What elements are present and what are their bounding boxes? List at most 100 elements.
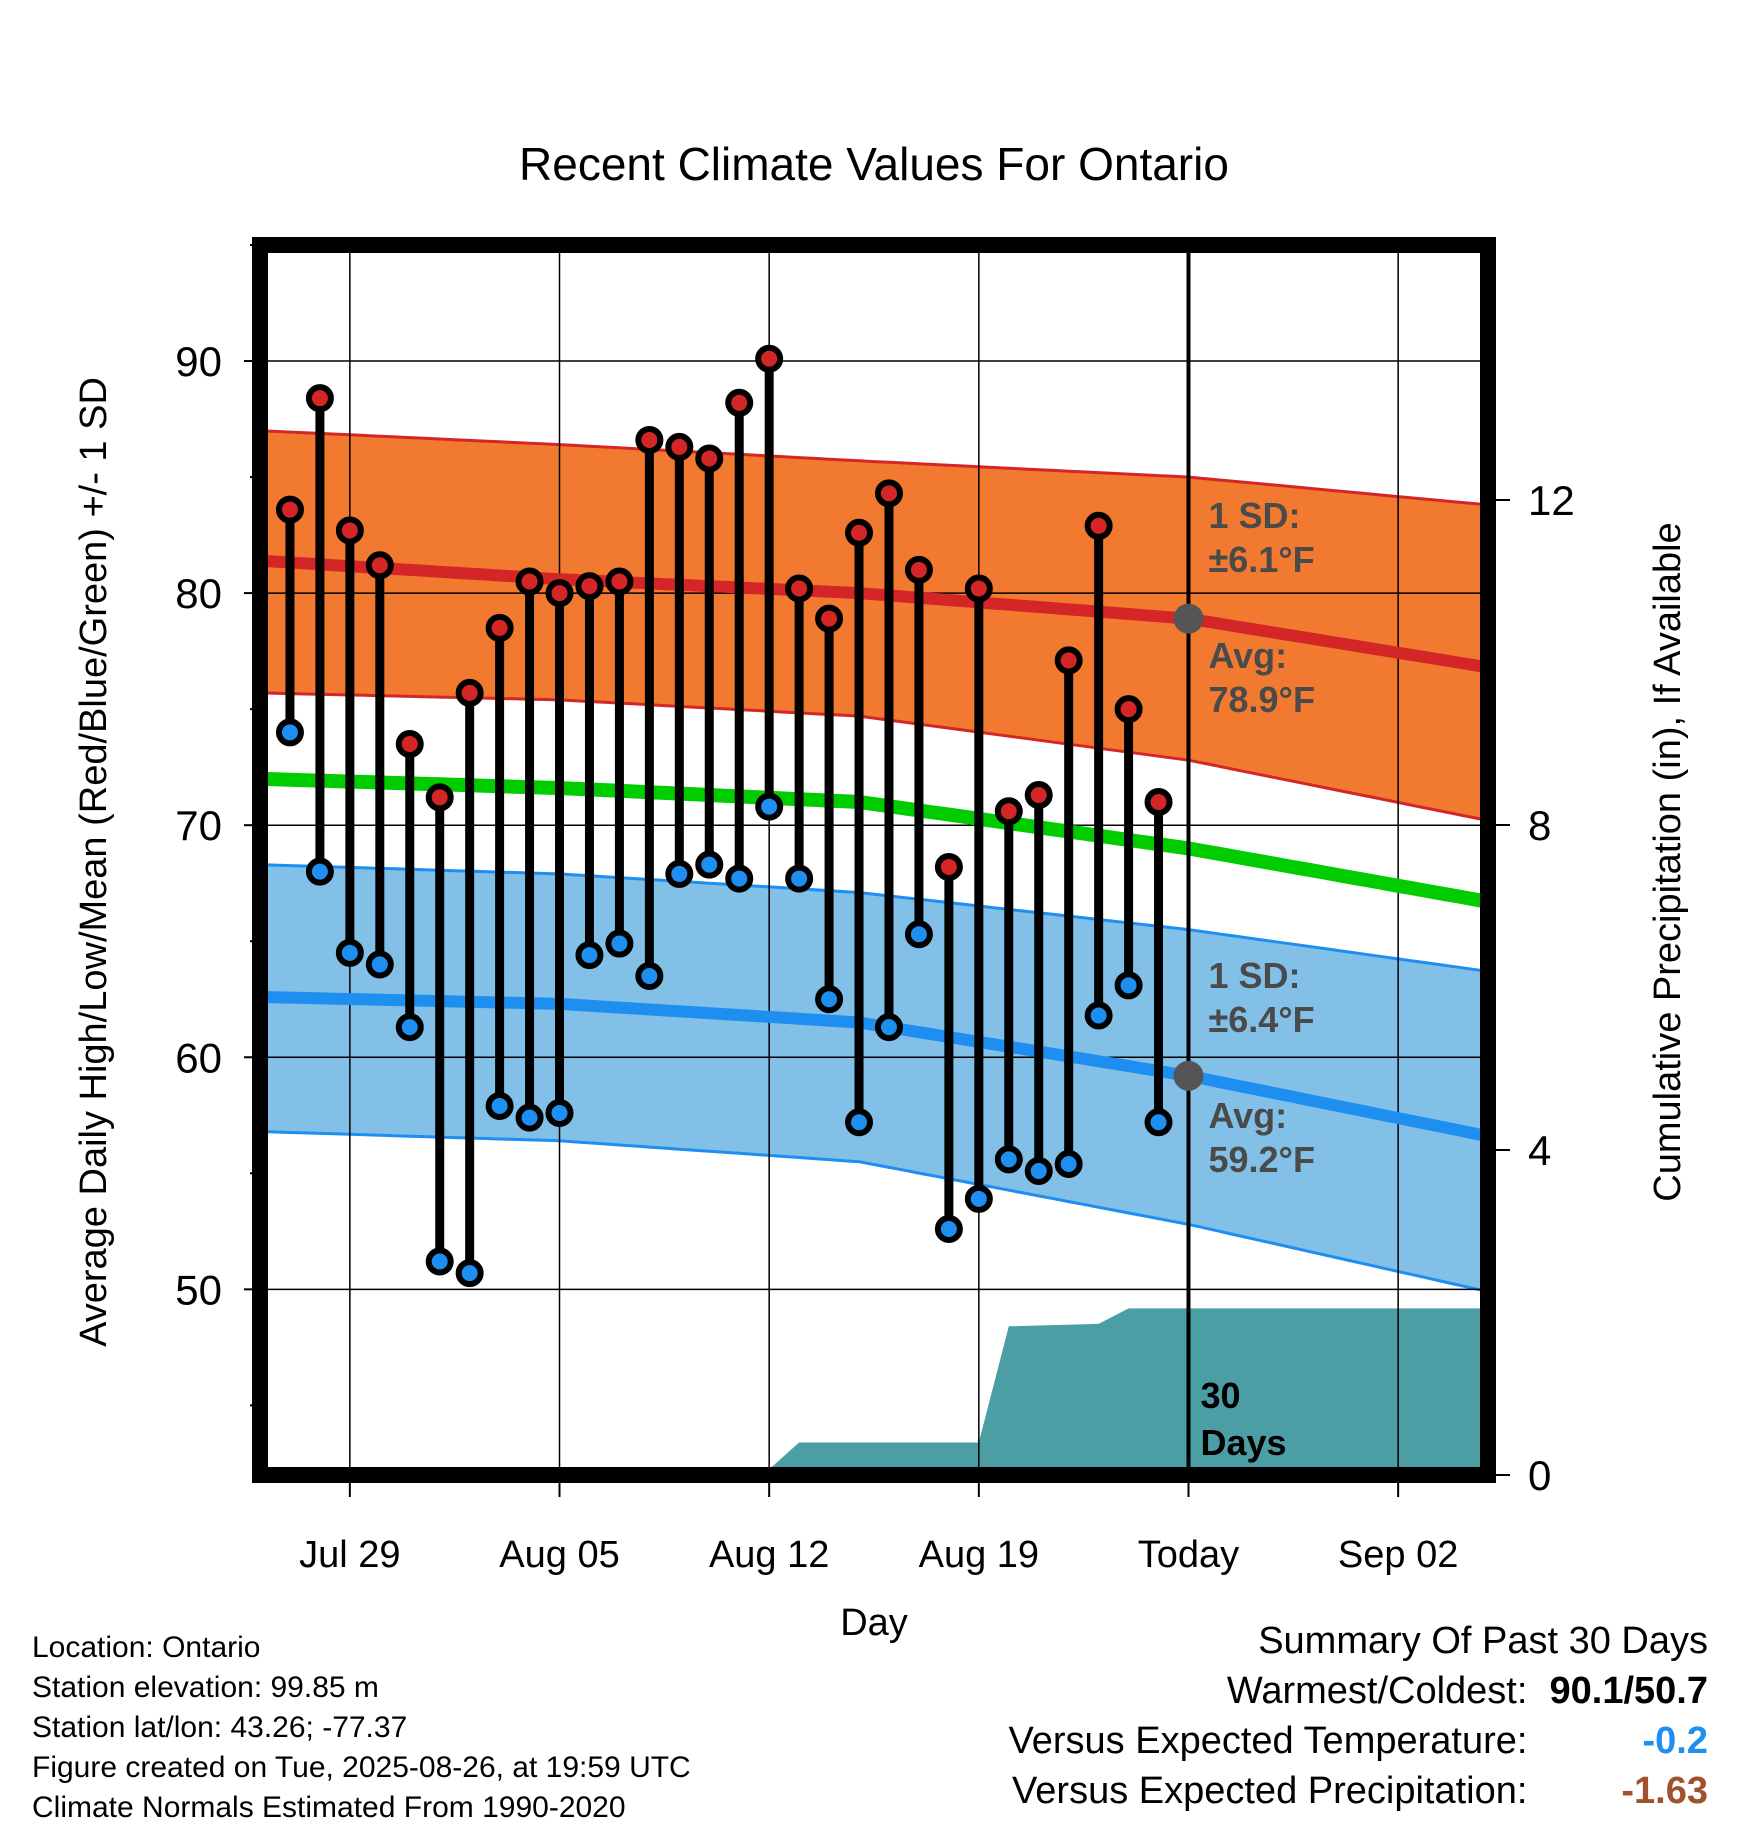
x-tick-label: Today (1138, 1534, 1239, 1576)
daily-high-point (605, 567, 634, 596)
daily-low-point (275, 718, 304, 747)
y-tick-label: 90 (175, 338, 222, 385)
x-axis-label: Day (840, 1602, 908, 1644)
daily-low-point (335, 938, 364, 967)
daily-high-point (695, 444, 724, 473)
x-tick-label: Aug 19 (919, 1534, 1039, 1576)
y-tick-label: 60 (175, 1034, 222, 1081)
y2-tick-label: 8 (1528, 802, 1551, 849)
daily-high-point (934, 852, 963, 881)
daily-low-point (994, 1145, 1023, 1174)
summary-heading: Summary Of Past 30 Days (1258, 1620, 1708, 1662)
low-avg-value: 59.2°F (1208, 1139, 1314, 1180)
y2-axis-label: Cumulative Precipitation (in), If Availa… (1647, 522, 1689, 1201)
daily-high-point (1054, 646, 1083, 675)
daily-high-point (635, 425, 664, 454)
x-tick-label: Jul 29 (299, 1534, 400, 1576)
daily-high-point (1024, 781, 1053, 810)
daily-low-point (1024, 1156, 1053, 1185)
daily-high-point (335, 516, 364, 545)
daily-high-point (904, 555, 933, 584)
daily-high-point (994, 797, 1023, 826)
normals-text: Climate Normals Estimated From 1990-2020 (32, 1791, 626, 1824)
daily-low-point (1084, 1001, 1113, 1030)
high-sd-value: ±6.1°F (1208, 539, 1314, 580)
daily-high-point (755, 344, 784, 373)
y-tick-label: 80 (175, 570, 222, 617)
daily-low-point (1144, 1108, 1173, 1137)
daily-high-point (1084, 511, 1113, 540)
daily-high-point (485, 613, 514, 642)
daily-low-point (1054, 1150, 1083, 1179)
daily-high-point (275, 495, 304, 524)
low-sd-label: 1 SD: (1208, 955, 1300, 996)
daily-high-point (425, 783, 454, 812)
daily-low-point (605, 929, 634, 958)
precip-area (260, 1308, 1488, 1475)
high-sd-upper-line (259, 429, 1489, 507)
y2-tick-label: 0 (1528, 1452, 1551, 1499)
daily-low-point (365, 950, 394, 979)
daily-low-point (964, 1184, 993, 1213)
low-sd-lower-line (259, 1130, 1489, 1294)
daily-low-point (515, 1103, 544, 1132)
high-sd-band (260, 430, 1488, 821)
elevation-text: Station elevation: 99.85 m (32, 1671, 379, 1704)
daily-low-point (485, 1092, 514, 1120)
summary-temp: Versus Expected Temperature: -0.2 (1009, 1716, 1708, 1766)
normal-mean-line (259, 771, 1490, 909)
daily-low-point (725, 864, 754, 893)
summary-panel: Summary Of Past 30 Days Warmest/Coldest:… (1009, 1616, 1708, 1816)
daily-high-point (575, 572, 604, 601)
high-sd-label: 1 SD: (1208, 495, 1300, 536)
days-label-number: 30 (1200, 1375, 1240, 1416)
daily-low-point (815, 985, 844, 1014)
warm-cold-label: Warmest/Coldest: (1226, 1670, 1528, 1712)
today-high-avg-marker (1173, 603, 1204, 634)
chart-title: Recent Climate Values For Ontario (519, 138, 1229, 190)
latlon-text: Station lat/lon: 43.26; -77.37 (32, 1711, 408, 1744)
daily-low-point (695, 850, 724, 879)
daily-high-point (545, 579, 574, 608)
daily-high-point (305, 384, 334, 413)
x-tick-label: Aug 05 (499, 1534, 619, 1576)
daily-low-point (874, 1013, 903, 1042)
daily-low-point (785, 864, 814, 893)
low-sd-upper-line (259, 863, 1489, 973)
y-tick-label: 50 (175, 1266, 222, 1313)
created-text: Figure created on Tue, 2025-08-26, at 19… (32, 1751, 691, 1784)
normal-high-line (259, 554, 1489, 674)
daily-high-point (815, 604, 844, 633)
x-tick-label: Sep 02 (1338, 1534, 1458, 1576)
daily-low-point (635, 962, 664, 991)
normal-low-line (259, 990, 1490, 1143)
daily-high-point (785, 574, 814, 603)
daily-high-point (665, 432, 694, 461)
daily-low-point (904, 920, 933, 949)
station-info: Location: Ontario Station elevation: 99.… (32, 1628, 691, 1828)
daily-high-point (515, 567, 544, 596)
warm-cold-value: 90.1/50.7 (1549, 1670, 1708, 1712)
low-sd-band (260, 864, 1488, 1292)
daily-low-point (425, 1247, 454, 1276)
daily-high-point (1144, 787, 1173, 816)
high-avg-value: 78.9°F (1208, 679, 1314, 720)
y-tick-label: 70 (175, 802, 222, 849)
daily-low-point (305, 857, 334, 886)
daily-high-point (874, 479, 903, 508)
low-avg-label: Avg: (1208, 1095, 1287, 1136)
daily-low-point (395, 1013, 424, 1042)
y2-tick-label: 4 (1528, 1127, 1551, 1174)
summary-precip: Versus Expected Precipitation: -1.63 (1009, 1766, 1708, 1816)
daily-low-point (845, 1108, 874, 1137)
daily-high-point (845, 518, 874, 547)
daily-high-point (725, 388, 754, 417)
daily-low-point (455, 1259, 484, 1288)
daily-high-point (455, 678, 484, 707)
daily-low-point (755, 792, 784, 821)
location-text: Location: Ontario (32, 1631, 261, 1664)
x-tick-label: Aug 12 (709, 1534, 829, 1576)
precip-departure-label: Versus Expected Precipitation: (1012, 1770, 1528, 1812)
y2-tick-label: 12 (1528, 477, 1575, 524)
daily-high-point (1114, 695, 1143, 724)
